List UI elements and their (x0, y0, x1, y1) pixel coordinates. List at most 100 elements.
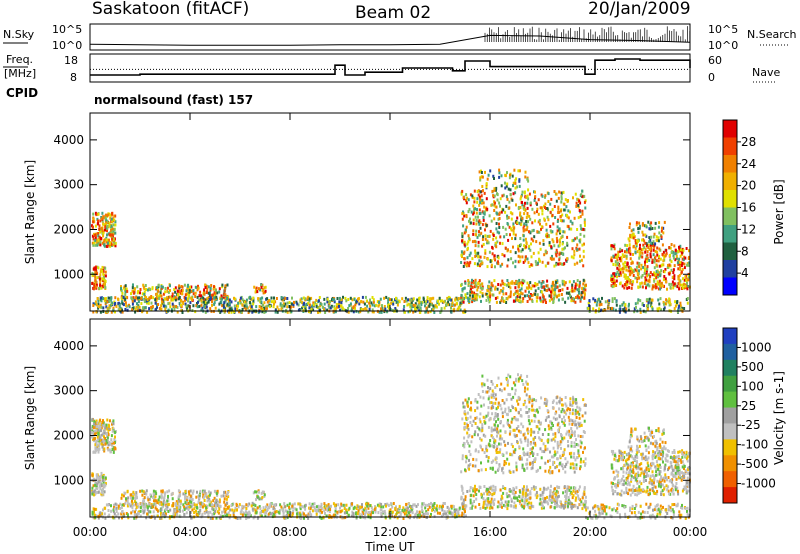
scatter-cell (308, 297, 311, 301)
scatter-cell (515, 203, 517, 207)
freq-unit-label: [MHz] (4, 67, 36, 80)
scatter-cell (385, 504, 387, 508)
scatter-cell (95, 232, 98, 236)
scatter-cell (92, 304, 95, 307)
scatter-cell (428, 505, 431, 509)
scatter-cell (241, 303, 244, 307)
scatter-cell (104, 223, 107, 227)
scatter-cell (610, 259, 613, 263)
scatter-cell (94, 446, 97, 450)
scatter-cell (196, 288, 199, 292)
scatter-cell (359, 310, 362, 314)
scatter-cell (172, 512, 175, 516)
scatter-cell (323, 297, 326, 301)
freq-series-line (90, 58, 691, 76)
scatter-cell (464, 230, 467, 234)
scatter-cell (519, 237, 522, 240)
scatter-cell (583, 242, 585, 246)
scatter-cell (523, 212, 526, 216)
scatter-cell (177, 503, 180, 506)
scatter-cell (614, 308, 617, 312)
scatter-cell (99, 434, 102, 438)
scatter-cell (146, 505, 149, 509)
scatter-cell (494, 296, 497, 300)
scatter-cell (477, 189, 480, 193)
scatter-cell (383, 296, 386, 300)
scatter-cell (223, 490, 226, 494)
scatter-cell (95, 240, 98, 244)
scatter-cell (102, 493, 105, 497)
scatter-cell (377, 511, 380, 515)
scatter-cell (528, 265, 531, 268)
scatter-cell (403, 512, 406, 516)
scatter-cell (93, 285, 96, 289)
scatter-cell (562, 230, 565, 234)
scatter-cell (516, 185, 518, 189)
scatter-cell (324, 311, 327, 314)
scatter-cell (518, 178, 521, 182)
scatter-cell (413, 503, 415, 507)
scatter-cell (425, 302, 428, 306)
scatter-cell (553, 205, 556, 208)
scatter-cell (334, 310, 337, 314)
scatter-cell (319, 308, 322, 312)
scatter-cell (186, 297, 189, 301)
scatter-cell (103, 278, 106, 282)
scatter-cell (670, 250, 673, 254)
scatter-cell (187, 283, 189, 287)
scatter-cell (209, 307, 212, 311)
scatter-cell (392, 502, 395, 505)
scatter-cell (571, 239, 574, 243)
colorbar-swatch (723, 260, 737, 278)
scatter-cell (241, 298, 244, 302)
scatter-cell (307, 301, 310, 305)
range-tick-label: 1000 (53, 267, 84, 281)
scatter-cell (169, 289, 171, 292)
scatter-cell (296, 302, 299, 306)
scatter-cell (342, 295, 344, 299)
scatter-cell (99, 280, 102, 284)
scatter-cell (239, 296, 242, 300)
scatter-cell (652, 253, 655, 257)
scatter-cell (641, 251, 644, 255)
scatter-cell (653, 266, 656, 270)
scatter-cell (567, 199, 569, 202)
scatter-cell (649, 255, 652, 259)
scatter-cell (549, 202, 552, 206)
scatter-cell (505, 301, 508, 304)
scatter-cell (103, 447, 106, 451)
scatter-cell (670, 243, 673, 246)
scatter-cell (576, 283, 579, 287)
scatter-cell (162, 512, 165, 516)
scatter-cell (669, 246, 672, 250)
scatter-cell (476, 293, 479, 297)
scatter-cell (660, 269, 663, 273)
scatter-cell (644, 310, 647, 314)
scatter-cell (648, 297, 651, 301)
scatter-cell (498, 168, 501, 172)
scatter-cell (361, 505, 363, 509)
scatter-cell (496, 296, 499, 300)
scatter-cell (477, 193, 480, 197)
scatter-cell (519, 255, 522, 259)
scatter-cell (207, 299, 210, 303)
scatter-cell (107, 241, 110, 245)
scatter-cell (512, 232, 515, 236)
scatter-cell (479, 221, 482, 224)
scatter-cell (416, 516, 419, 520)
scatter-cell (588, 304, 591, 308)
scatter-cell (120, 287, 122, 290)
scatter-cell (647, 283, 650, 287)
scatter-cell (525, 216, 528, 220)
scatter-cell (144, 284, 147, 287)
scatter-cell (582, 290, 585, 294)
scatter-cell (630, 229, 633, 233)
scatter-cell (118, 506, 120, 510)
scatter-cell (221, 510, 224, 514)
scatter-cell (114, 220, 117, 224)
scatter-cell (530, 255, 533, 259)
scatter-cell (414, 307, 416, 311)
scatter-cell (292, 506, 295, 510)
scatter-cell (645, 269, 648, 273)
